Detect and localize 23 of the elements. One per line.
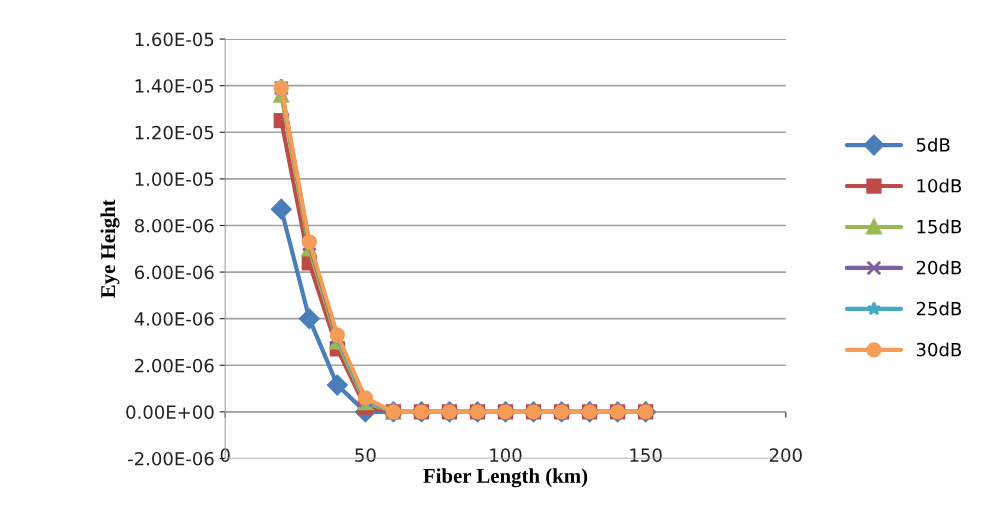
x-axis-title: Fiber Length (km): [423, 468, 588, 488]
legend-label: 15dB: [917, 219, 962, 234]
legend-label: 25dB: [916, 301, 962, 316]
y-tick-label: -2.00E-06: [128, 451, 214, 466]
y-tick-label: 1.00E-05: [135, 172, 214, 186]
x-tick-label: 50: [355, 448, 376, 462]
x-tick-label: 150: [630, 448, 662, 462]
y-tick-label: 1.60E-05: [135, 32, 214, 47]
y-tick-label: 1.40E-05: [135, 79, 214, 93]
legend-label: 20dB: [916, 260, 962, 275]
x-tick-label: 0: [220, 448, 230, 462]
y-tick-label: 8.00E-06: [134, 218, 214, 233]
x-tick-label: 100: [490, 448, 522, 462]
y-tick-label: 0.00E+00: [126, 405, 214, 419]
x-tick-label: 200: [769, 448, 802, 462]
y-tick-label: 6.00E-06: [134, 265, 214, 280]
legend-label: 5dB: [916, 137, 950, 152]
legend-label: 30dB: [916, 342, 962, 357]
y-tick-label: 1.20E-05: [135, 125, 214, 140]
y-tick-label: 4.00E-06: [134, 312, 214, 326]
y-axis-title: Eye Height: [100, 199, 120, 298]
y-tick-label: 2.00E-06: [135, 358, 214, 373]
legend-label: 10dB: [917, 178, 962, 193]
